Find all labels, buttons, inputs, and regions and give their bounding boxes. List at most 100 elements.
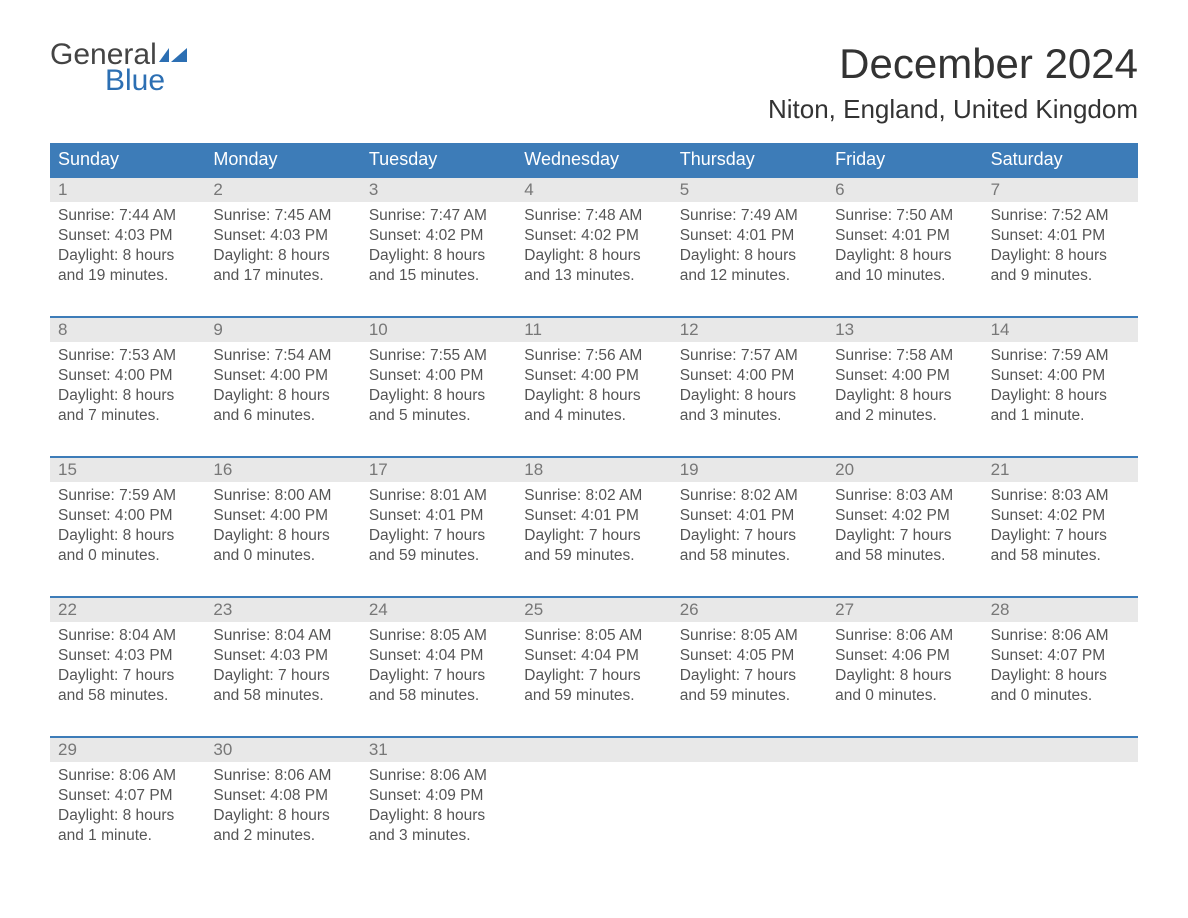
daylight-text: and 4 minutes.	[524, 406, 663, 426]
day-number-row: 1234567	[50, 178, 1138, 202]
daylight-text: Daylight: 7 hours	[680, 526, 819, 546]
sunrise-text: Sunrise: 7:55 AM	[369, 346, 508, 366]
daylight-text: Daylight: 8 hours	[524, 386, 663, 406]
sunrise-text: Sunrise: 8:04 AM	[58, 626, 197, 646]
week-block: 293031 Sunrise: 8:06 AM Sunset: 4:07 PM Day…	[50, 736, 1138, 858]
week-block: 22232425262728Sunrise: 8:04 AMSunset: 4:…	[50, 596, 1138, 718]
daylight-text: and 15 minutes.	[369, 266, 508, 286]
day-number: 3	[361, 178, 516, 202]
daylight-text: and 58 minutes.	[369, 686, 508, 706]
calendar-cell: Sunrise: 7:50 AMSunset: 4:01 PMDaylight:…	[827, 202, 982, 298]
sunset-text: Sunset: 4:00 PM	[213, 366, 352, 386]
daylight-text: Daylight: 7 hours	[524, 666, 663, 686]
sunrise-text: Sunrise: 7:59 AM	[991, 346, 1130, 366]
sunset-text: Sunset: 4:00 PM	[213, 506, 352, 526]
daylight-text: Daylight: 8 hours	[835, 246, 974, 266]
daylight-text: Daylight: 8 hours	[213, 386, 352, 406]
sunset-text: Sunset: 4:03 PM	[213, 646, 352, 666]
daylight-text: Daylight: 8 hours	[524, 246, 663, 266]
day-number-row: 293031	[50, 738, 1138, 762]
sunset-text: Sunset: 4:01 PM	[680, 226, 819, 246]
day-number: 28	[983, 598, 1138, 622]
day-header: Thursday	[672, 143, 827, 176]
sunrise-text: Sunrise: 8:04 AM	[213, 626, 352, 646]
daylight-text: and 1 minute.	[991, 406, 1130, 426]
calendar: Sunday Monday Tuesday Wednesday Thursday…	[50, 143, 1138, 858]
daylight-text: Daylight: 8 hours	[58, 246, 197, 266]
sunset-text: Sunset: 4:04 PM	[369, 646, 508, 666]
sunrise-text: Sunrise: 7:48 AM	[524, 206, 663, 226]
daylight-text: and 7 minutes.	[58, 406, 197, 426]
day-number: 27	[827, 598, 982, 622]
calendar-cell: Sunrise: 8:06 AMSunset: 4:07 PMDaylight:…	[983, 622, 1138, 718]
sunset-text: Sunset: 4:03 PM	[58, 646, 197, 666]
daylight-text: Daylight: 7 hours	[524, 526, 663, 546]
day-number: 16	[205, 458, 360, 482]
sunset-text: Sunset: 4:02 PM	[369, 226, 508, 246]
calendar-cell: Sunrise: 8:03 AMSunset: 4:02 PMDaylight:…	[827, 482, 982, 578]
sunrise-text: Sunrise: 8:03 AM	[835, 486, 974, 506]
sunrise-text: Sunrise: 8:06 AM	[369, 766, 508, 786]
daylight-text: and 12 minutes.	[680, 266, 819, 286]
daylight-text: Daylight: 8 hours	[991, 386, 1130, 406]
sunrise-text: Sunrise: 7:50 AM	[835, 206, 974, 226]
daylight-text: and 59 minutes.	[524, 686, 663, 706]
sunset-text: Sunset: 4:03 PM	[213, 226, 352, 246]
sunset-text: Sunset: 4:01 PM	[835, 226, 974, 246]
sunset-text: Sunset: 4:01 PM	[524, 506, 663, 526]
sunrise-text: Sunrise: 8:06 AM	[835, 626, 974, 646]
day-number: 19	[672, 458, 827, 482]
calendar-cell: Sunrise: 8:05 AMSunset: 4:04 PMDaylight:…	[361, 622, 516, 718]
calendar-cell	[983, 762, 1138, 858]
sunset-text: Sunset: 4:00 PM	[680, 366, 819, 386]
sunrise-text: Sunrise: 7:58 AM	[835, 346, 974, 366]
day-number: 15	[50, 458, 205, 482]
calendar-cell: Sunrise: 7:55 AMSunset: 4:00 PMDaylight:…	[361, 342, 516, 438]
calendar-cell: Sunrise: 7:59 AMSunset: 4:00 PMDaylight:…	[983, 342, 1138, 438]
calendar-cell: Sunrise: 7:54 AMSunset: 4:00 PMDaylight:…	[205, 342, 360, 438]
sunrise-text: Sunrise: 8:02 AM	[524, 486, 663, 506]
sunset-text: Sunset: 4:02 PM	[835, 506, 974, 526]
sunrise-text: Sunrise: 7:44 AM	[58, 206, 197, 226]
day-number-row: 891011121314	[50, 318, 1138, 342]
day-header: Monday	[205, 143, 360, 176]
daylight-text: Daylight: 8 hours	[680, 246, 819, 266]
sunrise-text: Sunrise: 7:45 AM	[213, 206, 352, 226]
calendar-cell: Sunrise: 7:53 AMSunset: 4:00 PMDaylight:…	[50, 342, 205, 438]
calendar-cell: Sunrise: 7:52 AMSunset: 4:01 PMDaylight:…	[983, 202, 1138, 298]
daylight-text: Daylight: 8 hours	[213, 806, 352, 826]
daylight-text: and 1 minute.	[58, 826, 197, 846]
daylight-text: Daylight: 8 hours	[835, 666, 974, 686]
daylight-text: and 58 minutes.	[835, 546, 974, 566]
day-number	[827, 738, 982, 762]
sunset-text: Sunset: 4:05 PM	[680, 646, 819, 666]
sunrise-text: Sunrise: 8:00 AM	[213, 486, 352, 506]
sunset-text: Sunset: 4:07 PM	[58, 786, 197, 806]
calendar-cell: Sunrise: 7:59 AMSunset: 4:00 PMDaylight:…	[50, 482, 205, 578]
day-number: 13	[827, 318, 982, 342]
week-block: 891011121314Sunrise: 7:53 AMSunset: 4:00…	[50, 316, 1138, 438]
logo: General Blue	[50, 40, 189, 96]
daylight-text: and 9 minutes.	[991, 266, 1130, 286]
calendar-cell: Sunrise: 7:58 AMSunset: 4:00 PMDaylight:…	[827, 342, 982, 438]
calendar-cell	[672, 762, 827, 858]
sunset-text: Sunset: 4:04 PM	[524, 646, 663, 666]
calendar-cell: Sunrise: 7:45 AMSunset: 4:03 PMDaylight:…	[205, 202, 360, 298]
day-number: 24	[361, 598, 516, 622]
sunset-text: Sunset: 4:09 PM	[369, 786, 508, 806]
day-number: 4	[516, 178, 671, 202]
daylight-text: and 3 minutes.	[369, 826, 508, 846]
sunrise-text: Sunrise: 8:05 AM	[680, 626, 819, 646]
day-number: 20	[827, 458, 982, 482]
daylight-text: and 59 minutes.	[524, 546, 663, 566]
sunrise-text: Sunrise: 8:03 AM	[991, 486, 1130, 506]
daylight-text: and 58 minutes.	[58, 686, 197, 706]
daylight-text: Daylight: 7 hours	[369, 666, 508, 686]
week-row: Sunrise: 7:44 AMSunset: 4:03 PMDaylight:…	[50, 202, 1138, 298]
calendar-cell: Sunrise: 7:49 AMSunset: 4:01 PMDaylight:…	[672, 202, 827, 298]
sunset-text: Sunset: 4:01 PM	[991, 226, 1130, 246]
day-number: 5	[672, 178, 827, 202]
daylight-text: Daylight: 8 hours	[213, 246, 352, 266]
daylight-text: and 0 minutes.	[58, 546, 197, 566]
day-header: Tuesday	[361, 143, 516, 176]
